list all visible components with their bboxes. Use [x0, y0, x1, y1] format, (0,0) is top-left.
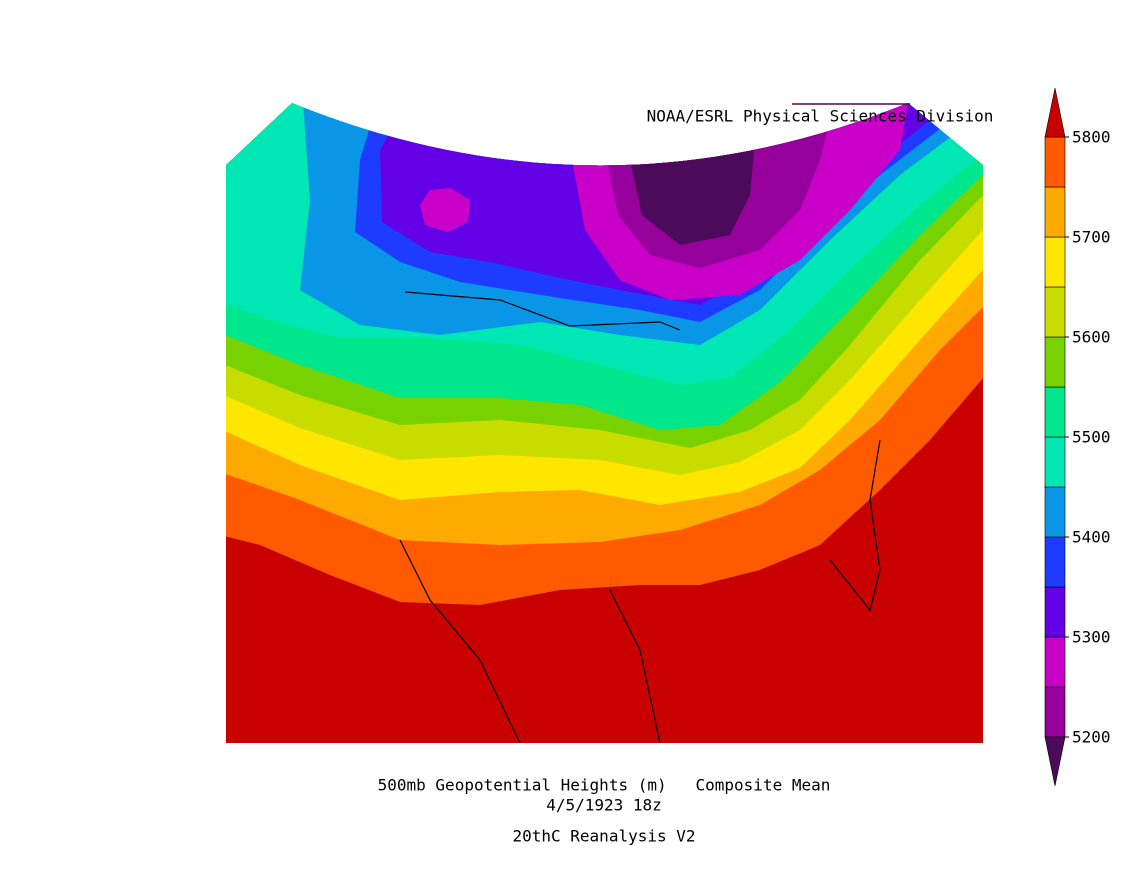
colorbar-bin — [1044, 136, 1066, 188]
colorbar-tick-label: 5300 — [1072, 628, 1111, 647]
colorbar-bin — [1044, 686, 1066, 738]
colorbar-bin — [1044, 186, 1066, 238]
map-source: 20thC Reanalysis V2 — [512, 827, 695, 846]
coast-line — [609, 589, 661, 743]
colorbar-low-arrow — [1044, 736, 1066, 787]
coast-line — [399, 539, 521, 743]
colorbar-tick-label: 5800 — [1072, 128, 1111, 147]
map-band — [420, 188, 470, 232]
colorbar-tick-label: 5600 — [1072, 328, 1111, 347]
border-line — [404, 291, 681, 331]
colorbar-bin — [1044, 286, 1066, 338]
colorbar-bin — [1044, 636, 1066, 688]
map-date: 4/5/1923 18z — [546, 796, 662, 815]
colorbar-bin — [1044, 236, 1066, 288]
colorbar-bin — [1044, 586, 1066, 638]
colorbar-tick-label: 5700 — [1072, 228, 1111, 247]
colorbar-bin — [1044, 536, 1066, 588]
colorbar-tick-label: 5500 — [1072, 428, 1111, 447]
colorbar-high-arrow — [1044, 87, 1066, 138]
colorbar-bin — [1044, 436, 1066, 488]
colorbar: 5200 5300 5400 5500 5600 5700 5800 — [1044, 87, 1111, 787]
colorbar-tick-label: 5200 — [1072, 728, 1111, 747]
credit: NOAA/ESRL Physical Sciences Division — [647, 107, 994, 126]
colorbar-tick-label: 5400 — [1072, 528, 1111, 547]
colorbar-bin — [1044, 486, 1066, 538]
coast-line — [829, 439, 881, 612]
colorbar-bin — [1044, 386, 1066, 438]
colorbar-bin — [1044, 336, 1066, 388]
map-title: 500mb Geopotential Heights (m) Composite… — [378, 776, 831, 795]
map — [226, 103, 983, 743]
